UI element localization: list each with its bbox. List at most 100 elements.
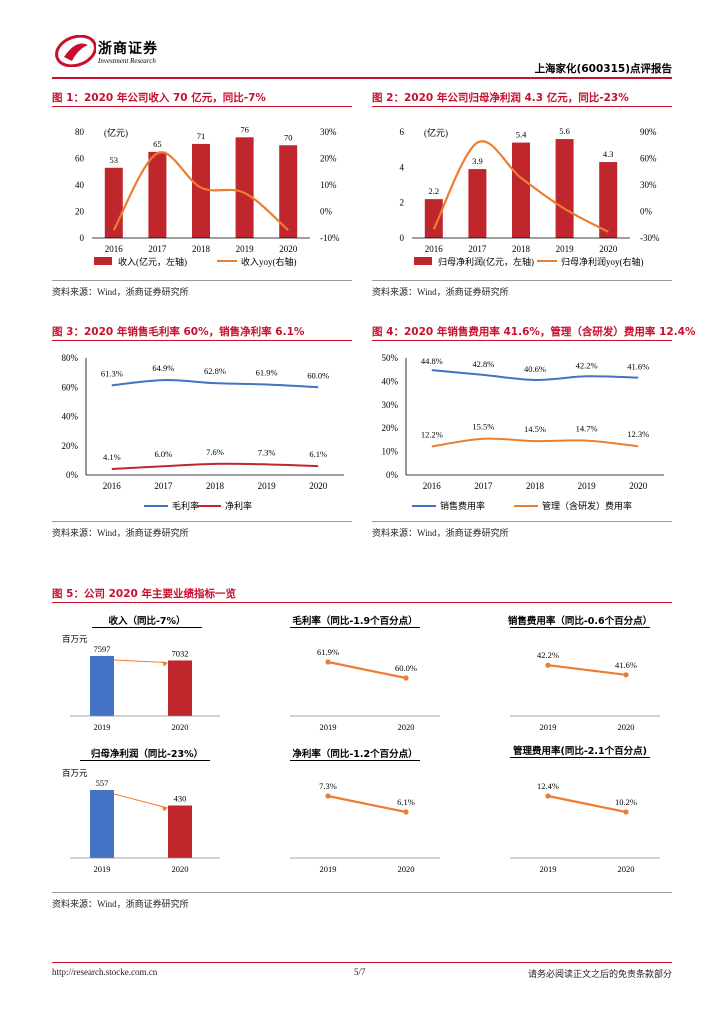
kpi-sales-point-label: 42.2% xyxy=(537,650,559,660)
kpi-admin-chart: 12.4% 2019 10.2% 2020 xyxy=(510,781,660,874)
kpi-admin-point-label: 12.4% xyxy=(537,781,559,791)
kpi-netprofit-trend-arrowhead xyxy=(162,806,168,812)
fig2-x-tick: 2017 xyxy=(468,244,487,254)
fig1-yoy-line xyxy=(112,151,289,231)
fig1-y-left-tick: 80 xyxy=(75,127,85,137)
kpi-revenue-title-rule xyxy=(92,627,202,628)
fig3-data-label: 7.6% xyxy=(206,447,224,457)
fig5-title: 图 5：公司 2020 年主要业绩指标一览 xyxy=(52,588,236,600)
logo-text-cn: 浙商证券 xyxy=(98,41,158,57)
fig1-y-right-tick: -10% xyxy=(320,233,340,243)
kpi-admin-line xyxy=(547,794,627,814)
fig3-line-1 xyxy=(111,379,319,389)
fig1-bar-label: 70 xyxy=(284,132,293,142)
fig4-legend-a-label: 销售费用率 xyxy=(440,500,485,511)
fig4-title: 图 4：2020 年销售费用率 41.6%，管理（含研发）费用率 12.4% xyxy=(372,326,696,338)
fig1-x-tick: 2019 xyxy=(236,244,255,254)
fig2-legend-line-label: 归母净利润yoy(右轴) xyxy=(561,256,644,267)
fig3-data-label: 61.9% xyxy=(256,367,278,377)
kpi-sales-point-label: 41.6% xyxy=(615,660,637,670)
fig2-y-left-tick: 2 xyxy=(400,198,405,208)
kpi-gross-point xyxy=(325,659,331,665)
fig4-x-tick: 2020 xyxy=(629,481,648,491)
fig4-data-label: 14.7% xyxy=(576,424,598,434)
fig4-line-2 xyxy=(431,437,639,448)
fig1-source: 资料来源：Wind，浙商证券研究所 xyxy=(52,287,189,297)
kpi-revenue-bar xyxy=(168,660,192,716)
fig1-bar xyxy=(192,143,210,238)
fig3-title-rule xyxy=(52,340,352,341)
fig1-bar xyxy=(148,151,167,238)
kpi-revenue-bar xyxy=(90,656,114,716)
kpi-netprofit-trend-arrow xyxy=(113,793,167,808)
fig1-bottom-rule xyxy=(52,280,352,281)
report-title: 上海家化(600315)点评报告 xyxy=(534,63,672,75)
fig1-y-left-tick: 0 xyxy=(80,233,85,243)
fig1-legend-bar-swatch xyxy=(94,257,112,265)
kpi-revenue-unit-label: 百万元 xyxy=(62,634,88,644)
kpi-admin-point xyxy=(623,809,629,815)
kpi-netprofit-bar xyxy=(90,790,114,858)
fig4-data-label: 15.5% xyxy=(472,422,494,432)
fig3-data-label: 64.9% xyxy=(152,363,174,373)
kpi-netmargin-x-tick: 2020 xyxy=(398,864,415,874)
kpi-sales-chart: 42.2% 2019 41.6% 2020 xyxy=(510,650,660,732)
fig4-data-label: 40.6% xyxy=(524,364,546,374)
fig3-x-tick: 2019 xyxy=(258,481,277,491)
kpi-netmargin-x-tick: 2019 xyxy=(320,864,337,874)
kpi-netmargin-chart: 7.3% 2019 6.1% 2020 xyxy=(290,781,440,874)
kpi-netmargin-point-label: 6.1% xyxy=(397,797,415,807)
fig4-data-label: 12.2% xyxy=(421,429,443,439)
fig4-x-tick: 2016 xyxy=(423,481,442,491)
fig2-bar xyxy=(424,199,443,238)
kpi-netprofit-chart: 百万元 557 2019 430 2020 xyxy=(62,768,220,874)
fig3-data-label: 60.0% xyxy=(307,370,329,380)
fig2-x-tick: 2018 xyxy=(512,244,531,254)
fig2-bar-label: 5.4 xyxy=(516,130,527,140)
kpi-revenue-x-tick: 2019 xyxy=(94,722,111,732)
fig3-data-label: 6.0% xyxy=(155,449,173,459)
footer-url: http://research.stocke.com.cn xyxy=(52,967,158,977)
fig1-bar xyxy=(235,137,254,238)
fig2-bar-label: 4.3 xyxy=(603,149,614,159)
fig4-data-label: 42.8% xyxy=(472,359,494,369)
kpi-netprofit-bar-label: 557 xyxy=(96,778,109,788)
fig4-x-tick: 2017 xyxy=(474,481,493,491)
kpi-netprofit-bar xyxy=(168,805,192,858)
fig4-x-tick: 2018 xyxy=(526,481,545,491)
fig3-y-tick: 80% xyxy=(62,353,79,363)
kpi-revenue-chart: 百万元 7597 2019 7032 2020 xyxy=(62,634,220,732)
fig1-y-right-tick: 10% xyxy=(320,180,337,190)
fig3-y-tick: 40% xyxy=(62,412,79,422)
kpi-netprofit-bar-label: 430 xyxy=(174,794,187,804)
kpi-revenue-trend-arrow xyxy=(113,659,167,663)
fig3-x-tick: 2020 xyxy=(309,481,328,491)
fig2-y-right-tick: 0% xyxy=(640,207,653,217)
kpi-netmargin-title-rule xyxy=(290,760,420,761)
fig1-x-tick: 2018 xyxy=(192,244,211,254)
fig3-data-label: 6.1% xyxy=(309,449,327,459)
fig3-legend-a-label: 毛利率 xyxy=(172,500,199,511)
kpi-revenue-bar-label: 7597 xyxy=(94,644,111,654)
footer-page: 5/7 xyxy=(354,967,366,977)
fig3-x-tick: 2018 xyxy=(206,481,225,491)
fig2-unit-label: (亿元) xyxy=(424,127,448,138)
kpi-gross-x-tick: 2020 xyxy=(398,722,415,732)
fig4-y-tick: 30% xyxy=(382,400,399,410)
kpi-gross-title-rule xyxy=(290,627,420,628)
fig1-y-right-tick: 20% xyxy=(320,154,337,164)
kpi-sales-title: 销售费用率（同比-0.6个百分点） xyxy=(507,616,653,627)
fig4-bottom-rule xyxy=(372,521,672,522)
fig1-bar-label: 76 xyxy=(240,124,249,134)
fig4-title-rule xyxy=(372,340,672,341)
fig4-y-tick: 50% xyxy=(382,353,399,363)
fig1-bar xyxy=(279,145,298,238)
fig2-source: 资料来源：Wind，浙商证券研究所 xyxy=(372,287,509,297)
fig1-title-rule xyxy=(52,106,352,107)
fig3-data-label: 62.8% xyxy=(204,366,226,376)
kpi-gross-point-label: 61.9% xyxy=(317,647,339,657)
fig3-line-2 xyxy=(111,462,319,471)
fig1-unit-label: (亿元) xyxy=(104,127,128,138)
fig2-title-rule xyxy=(372,106,672,107)
kpi-netprofit-unit-label: 百万元 xyxy=(62,768,88,778)
